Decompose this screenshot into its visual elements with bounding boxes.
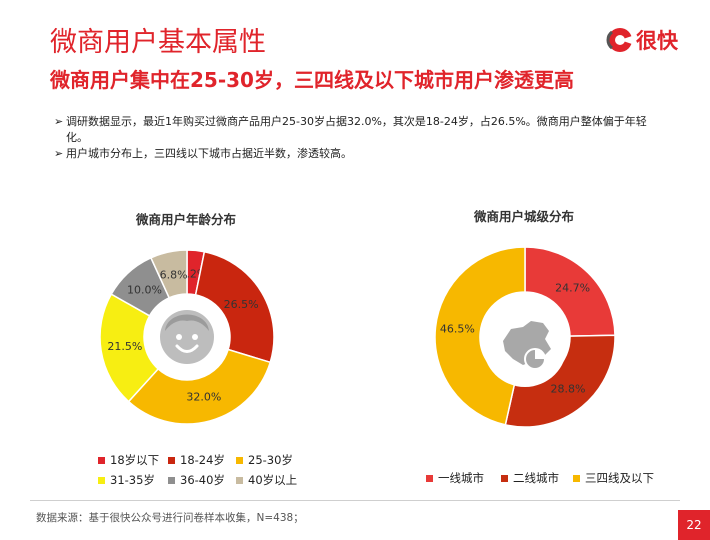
smiley-face-icon [160,310,214,364]
legend-item: 三四线及以下 [573,470,654,486]
donut-slice [149,249,188,299]
arrow-bullet-icon: ➢ [54,115,64,128]
legend-swatch [236,476,243,484]
legend-swatch [168,476,175,484]
slice-data-label: 26.5% [224,298,259,311]
legend-swatch [236,456,243,464]
legend-label: 18-24岁 [180,453,225,467]
bullet-text: 调研数据显示，最近1年购买过微商产品用户25-30岁占据32.0%，其次是18-… [66,115,647,144]
bullet-text: 用户城市分布上，三四线以下城市占据近半数，渗透较高。 [66,147,352,160]
legend-item: 二线城市 [501,470,559,486]
donut-slice [194,250,275,364]
page-subtitle: 微商用户集中在25-30岁，三四线及以下城市用户渗透更高 [50,68,574,92]
donut-slice [127,348,272,425]
china-map-icon [483,303,567,387]
legend-label: 40岁以上 [248,473,298,487]
donut-slice [99,293,160,403]
logo-mark-icon [606,28,632,52]
legend-label: 三四线及以下 [585,471,654,485]
slice-data-label: 28.8% [551,383,586,396]
page-number: 22 [678,510,710,540]
legend-item: 31-35岁 [98,472,155,488]
page-title: 微商用户基本属性 [50,27,266,58]
legend-item: 一线城市 [426,470,484,486]
legend-label: 一线城市 [438,471,484,485]
legend-item: 40岁以上 [236,472,297,488]
data-source-note: 数据来源：基于很快公众号进行问卷样本收集，N=438； [36,512,304,524]
legend-label: 18岁以下 [110,453,160,467]
donut-slice [524,246,616,337]
bullet-item: ➢ 用户城市分布上，三四线以下城市占据近半数，渗透较高。 [54,146,664,162]
slice-data-label: 6.8% [160,268,188,281]
legend-swatch [98,456,105,464]
legend-label: 36-40岁 [180,473,225,487]
legend-label: 31-35岁 [110,473,155,487]
slice-data-label: 46.5% [440,323,475,336]
legend-swatch [501,474,508,482]
legend-swatch [573,474,580,482]
arrow-bullet-icon: ➢ [54,147,64,160]
brand-logo: 很快 [606,22,692,58]
bullet-list: ➢ 调研数据显示，最近1年购买过微商产品用户25-30岁占据32.0%，其次是1… [54,114,664,162]
legend-item: 18岁以下 [98,452,159,468]
slice-data-label: 10.0% [127,284,162,297]
legend-label: 二线城市 [513,471,559,485]
bullet-item: ➢ 调研数据显示，最近1年购买过微商产品用户25-30岁占据32.0%，其次是1… [54,114,664,146]
legend-swatch [98,476,105,484]
legend-item: 25-30岁 [236,452,293,468]
legend-item: 36-40岁 [168,472,225,488]
age-donut-chart: 3.2%26.5%32.0%21.5%10.0%6.8% [99,249,275,425]
legend-swatch [426,474,433,482]
age-chart-title: 微商用户年龄分布 [136,212,237,227]
legend-swatch [168,456,175,464]
legend-label: 25-30岁 [248,453,293,467]
slice-data-label: 21.5% [107,340,142,353]
logo-text: 很快 [636,29,678,53]
legend-item: 18-24岁 [168,452,225,468]
slice-data-label: 24.7% [555,281,590,294]
slice-data-label: 32.0% [186,391,221,404]
footer-divider [30,500,680,501]
city-chart-title: 微商用户城级分布 [474,209,575,224]
